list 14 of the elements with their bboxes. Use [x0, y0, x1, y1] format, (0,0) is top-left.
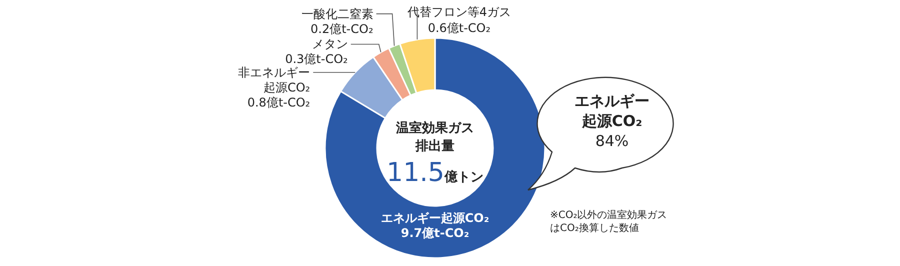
text: 11.5億トン	[386, 158, 484, 188]
data-label: 0.6億t-CO₂	[428, 21, 491, 35]
data-label: 0.2億t-CO₂	[310, 22, 374, 36]
slice-label: エネルギー起源CO₂	[380, 211, 490, 225]
text: 84%	[595, 132, 629, 150]
text: ※CO₂以外の温室効果ガスはCO₂換算した数値	[550, 209, 668, 234]
data-label: 9.7億t-CO₂	[400, 226, 470, 240]
slice-label: 非エネルギー起源CO₂	[238, 65, 310, 94]
data-label: 0.8億t-CO₂	[247, 95, 310, 110]
slice-label: 一酸化二窒素	[301, 6, 374, 21]
text: 温室効果ガス排出量	[395, 120, 474, 154]
text: エネルギー起源CO₂	[574, 92, 650, 130]
slice-label: メタン	[312, 37, 348, 52]
data-label: 0.3億t-CO₂	[285, 52, 348, 66]
